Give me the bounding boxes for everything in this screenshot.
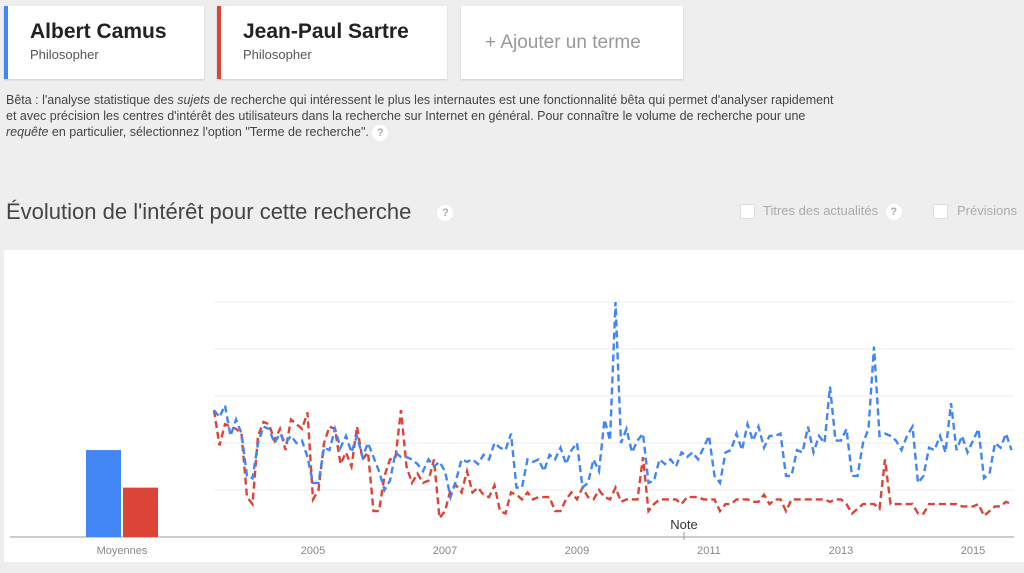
beta-text: de recherche qui intéressent le plus les…: [6, 93, 834, 123]
forecast-label[interactable]: Prévisions: [957, 203, 1017, 218]
add-term-label: + Ajouter un terme: [485, 32, 641, 53]
term-type: Philosopher: [30, 47, 99, 62]
series-line-jean-paul-sartre[interactable]: [212, 409, 1012, 522]
series-line-albert-camus[interactable]: [213, 301, 1013, 502]
help-icon[interactable]: ?: [437, 205, 454, 222]
term-card-albert-camus[interactable]: Albert Camus Philosopher: [4, 6, 204, 79]
forecast-checkbox[interactable]: [933, 204, 948, 219]
section-title-text: Évolution de l'intérêt pour cette recher…: [6, 199, 412, 224]
term-card-jean-paul-sartre[interactable]: Jean-Paul Sartre Philosopher: [217, 6, 447, 79]
beta-notice: Bêta : l'analyse statistique des sujets …: [6, 92, 836, 141]
note-annotation[interactable]: Note: [670, 517, 697, 532]
term-name: Albert Camus: [30, 20, 167, 43]
x-tick-label: 2007: [433, 545, 457, 557]
news-headlines-checkbox[interactable]: [740, 204, 755, 219]
average-bar-albert-camus[interactable]: [86, 450, 121, 537]
beta-emphasis: sujets: [177, 93, 210, 107]
help-icon[interactable]: ?: [885, 203, 902, 220]
option-label: Titres des actualités: [763, 203, 879, 218]
x-tick-label: 2015: [961, 545, 985, 557]
beta-text: Bêta : l'analyse statistique des: [6, 93, 178, 107]
beta-emphasis: requête: [6, 125, 49, 139]
x-tick-label: 2005: [301, 545, 325, 557]
news-headlines-label[interactable]: Titres des actualités ?: [763, 203, 902, 220]
section-title: Évolution de l'intérêt pour cette recher…: [6, 199, 454, 225]
x-tick-label: 2011: [697, 545, 721, 557]
average-bar-jean-paul-sartre[interactable]: [123, 487, 158, 537]
averages-label: Moyennes: [97, 545, 148, 557]
term-type: Philosopher: [243, 47, 312, 62]
x-tick-label: 2013: [829, 545, 853, 557]
add-term-button[interactable]: + Ajouter un terme: [461, 6, 683, 79]
term-name: Jean-Paul Sartre: [243, 20, 409, 43]
beta-text: en particulier, sélectionnez l'option "T…: [48, 125, 373, 139]
x-tick-label: 2009: [565, 545, 589, 557]
help-icon[interactable]: ?: [372, 124, 389, 141]
